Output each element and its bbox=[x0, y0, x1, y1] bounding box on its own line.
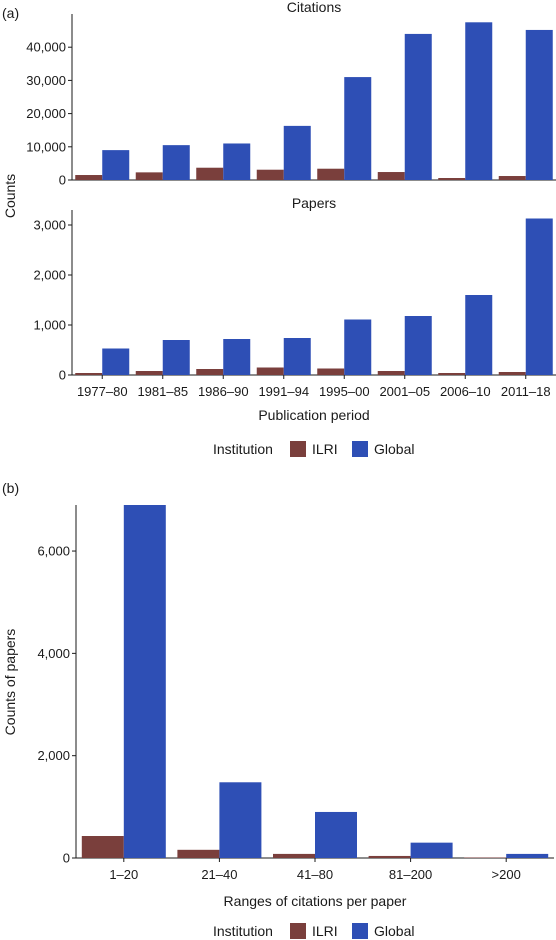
y-tick-label: 30,000 bbox=[26, 73, 66, 88]
bar-ilri-4 bbox=[368, 855, 411, 858]
bar-ilri-6 bbox=[377, 371, 405, 375]
legend-label-global: Global bbox=[374, 441, 414, 457]
bar-global-4 bbox=[283, 338, 311, 375]
y-tick-label: 10,000 bbox=[26, 139, 66, 154]
bar-ilri-6 bbox=[377, 172, 405, 180]
bar-global-6 bbox=[404, 33, 432, 180]
legend-label-ilri: ILRI bbox=[312, 441, 338, 457]
x-tick-label: 1–20 bbox=[109, 867, 138, 882]
bar-ilri-4 bbox=[256, 367, 284, 375]
bar-ilri-5 bbox=[464, 857, 507, 858]
bar-ilri-2 bbox=[135, 172, 163, 180]
y-tick-label: 0 bbox=[59, 368, 66, 383]
y-tick-label: 40,000 bbox=[26, 40, 66, 55]
bar-global-7 bbox=[465, 22, 493, 180]
panel-b-label: (b) bbox=[2, 480, 19, 496]
bar-global-5 bbox=[344, 319, 372, 375]
chart-title: Citations bbox=[287, 0, 341, 15]
citations-chart: Citations 0 10,000 20,000 30,000 40,000 Counts bbox=[2, 0, 556, 218]
x-axis-label: Ranges of citations per paper bbox=[224, 893, 407, 909]
y-tick-label: 2,000 bbox=[33, 268, 66, 283]
bar-global-2 bbox=[219, 782, 262, 858]
y-tick-label: 2,000 bbox=[37, 748, 70, 763]
y-axis-label: Counts of papers bbox=[2, 629, 18, 736]
bar-global-8 bbox=[525, 218, 553, 375]
legend-label-global: Global bbox=[374, 923, 414, 939]
bar-global-8 bbox=[525, 29, 553, 180]
bar-global-4 bbox=[410, 842, 453, 858]
y-axis-label: Counts bbox=[2, 174, 18, 218]
bar-global-1 bbox=[123, 505, 166, 858]
bar-ilri-2 bbox=[177, 849, 220, 858]
legend-title: Institution bbox=[213, 441, 273, 457]
bar-ilri-8 bbox=[498, 372, 526, 375]
papers-chart: Papers 0 1,000 2,000 3,000 1977–80 1981–85 1986… bbox=[33, 195, 556, 457]
x-tick-label: 81–200 bbox=[389, 867, 432, 882]
y-tick-label: 4,000 bbox=[37, 646, 70, 661]
bar-global-2 bbox=[162, 145, 190, 180]
x-tick-label: 1991–94 bbox=[258, 384, 309, 399]
x-tick-label: 1995–00 bbox=[319, 384, 370, 399]
legend-label-ilri: ILRI bbox=[312, 923, 338, 939]
y-tick-label: 6,000 bbox=[37, 544, 70, 559]
bar-global-2 bbox=[162, 340, 190, 375]
bar-ilri-7 bbox=[438, 373, 466, 375]
bar-global-1 bbox=[102, 150, 130, 180]
bar-ilri-4 bbox=[256, 169, 284, 180]
y-tick-label: 0 bbox=[59, 173, 66, 188]
bar-global-1 bbox=[102, 348, 130, 375]
y-tick-label: 0 bbox=[63, 851, 70, 866]
panel-a-label: (a) bbox=[2, 5, 19, 21]
legend: Institution ILRI Global bbox=[213, 441, 414, 457]
x-tick-label: 1981–85 bbox=[137, 384, 188, 399]
legend-title: Institution bbox=[213, 923, 273, 939]
bar-ilri-7 bbox=[438, 178, 466, 180]
x-tick-label: 41–80 bbox=[297, 867, 333, 882]
x-tick-label: 1986–90 bbox=[198, 384, 249, 399]
bar-ilri-3 bbox=[273, 853, 315, 858]
x-tick-label: 1977–80 bbox=[77, 384, 128, 399]
bar-global-3 bbox=[315, 811, 357, 858]
y-tick-label: 20,000 bbox=[26, 106, 66, 121]
citation-ranges-chart: 0 2,000 4,000 6,000 1–20 21–40 41–80 81–200 >200… bbox=[2, 505, 554, 939]
y-tick-label: 3,000 bbox=[33, 218, 66, 233]
legend-swatch-ilri bbox=[290, 923, 306, 939]
legend: Institution ILRI Global bbox=[213, 923, 414, 939]
bar-ilri-5 bbox=[317, 168, 345, 180]
bar-global-5 bbox=[344, 77, 372, 180]
bar-ilri-8 bbox=[498, 176, 526, 180]
bar-ilri-1 bbox=[75, 175, 103, 180]
bar-ilri-3 bbox=[196, 369, 224, 375]
bar-ilri-1 bbox=[81, 836, 124, 858]
x-tick-label: 21–40 bbox=[201, 867, 237, 882]
legend-swatch-global bbox=[352, 923, 368, 939]
bar-ilri-1 bbox=[75, 373, 103, 375]
bar-ilri-2 bbox=[135, 371, 163, 375]
bar-global-3 bbox=[223, 143, 251, 180]
x-axis-label: Publication period bbox=[258, 407, 369, 423]
x-tick-label: 2011–18 bbox=[501, 384, 551, 399]
bar-global-4 bbox=[283, 125, 311, 180]
bar-ilri-3 bbox=[196, 167, 224, 180]
x-tick-label: >200 bbox=[492, 867, 521, 882]
bar-global-3 bbox=[223, 339, 251, 375]
x-tick-label: 2006–10 bbox=[440, 384, 491, 399]
x-tick-label: 2001–05 bbox=[379, 384, 430, 399]
legend-swatch-ilri bbox=[290, 441, 306, 457]
bar-global-6 bbox=[404, 316, 432, 375]
bar-global-5 bbox=[506, 853, 549, 858]
chart-title: Papers bbox=[292, 195, 336, 211]
bar-global-7 bbox=[465, 295, 493, 375]
bar-ilri-5 bbox=[317, 368, 345, 375]
legend-swatch-global bbox=[352, 441, 368, 457]
y-tick-label: 1,000 bbox=[33, 318, 66, 333]
